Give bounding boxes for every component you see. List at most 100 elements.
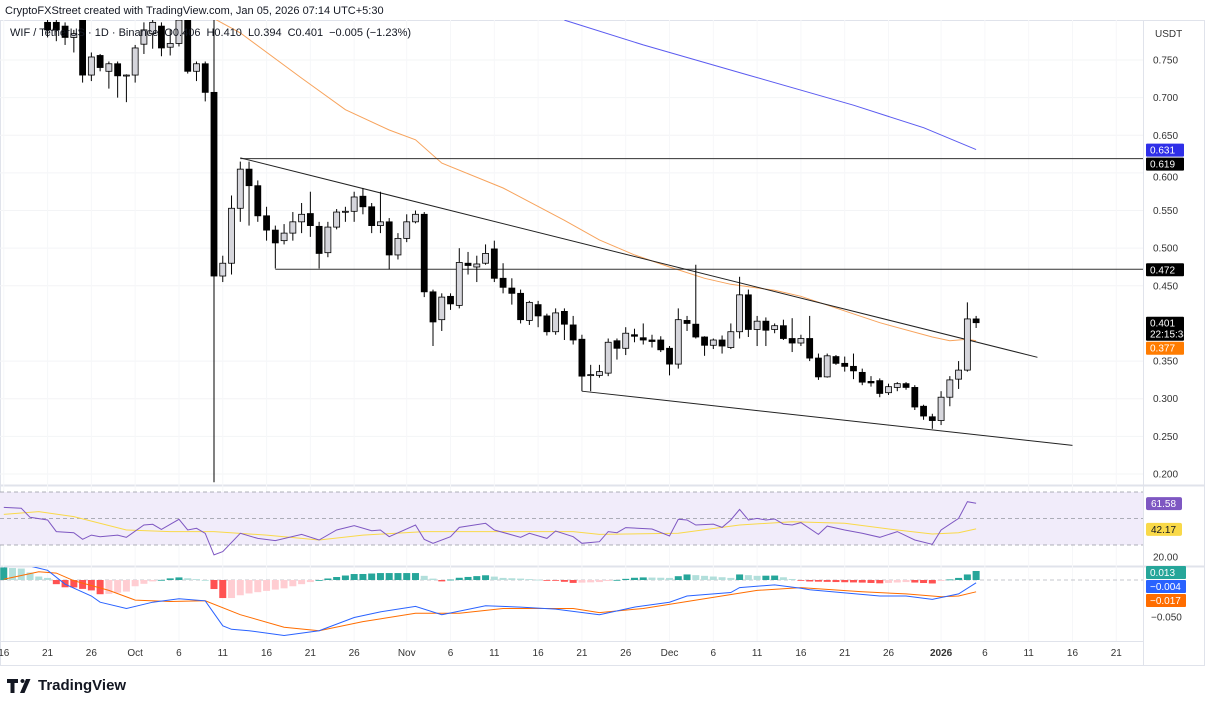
price-tag-label: 0.619: [1150, 160, 1175, 171]
candle: [385, 221, 393, 256]
macd-histogram-bar: [674, 576, 682, 580]
macd-histogram-bar: [771, 575, 779, 580]
macd-histogram-bar: [44, 577, 52, 580]
macd-histogram-bar: [271, 580, 279, 590]
macd-histogram-bar: [788, 578, 796, 580]
macd-histogram-bar: [525, 579, 533, 580]
price-change: −0.005 (−1.23%): [329, 27, 412, 39]
time-tick: 6: [448, 648, 454, 659]
candle: [140, 29, 148, 45]
price-tick: 0.200: [1153, 469, 1178, 480]
time-tick: 16: [1067, 648, 1079, 659]
macd-signal-label: −0.017: [1150, 596, 1181, 607]
macd-histogram-bar: [376, 573, 384, 580]
rsi-line: [3, 501, 977, 556]
macd-histogram-bar: [184, 578, 192, 580]
time-tick: 11: [489, 648, 500, 659]
macd-histogram-bar: [263, 580, 271, 591]
macd-histogram-bar: [315, 580, 323, 581]
ohlc-close: C0.401: [287, 27, 324, 39]
macd-histogram-bar: [473, 576, 481, 580]
rsi-pane[interactable]: [0, 491, 1143, 556]
time-tick: 11: [1023, 648, 1034, 659]
candle: [79, 20, 86, 76]
candle: [350, 196, 358, 212]
price-tick: 0.650: [1153, 131, 1178, 142]
moving-average-blue: [564, 20, 977, 151]
candle: [797, 338, 805, 344]
candle: [359, 195, 367, 208]
macd-histogram-bar: [333, 577, 341, 580]
candle: [543, 315, 551, 333]
candle: [736, 294, 743, 333]
macd-histogram-bar: [692, 575, 700, 580]
macd-histogram-bar: [630, 577, 638, 580]
candle: [210, 91, 218, 277]
candle: [368, 206, 376, 226]
time-axis[interactable]: 16 21 26 Oct 6 11 16 21 26 Nov 6 11 16 21 26 Dec 6 11 16 21…: [0, 648, 1122, 659]
macd-histogram-bar: [560, 580, 568, 582]
macd-histogram-bar: [534, 579, 542, 581]
candle: [482, 253, 489, 264]
macd-histogram-bar: [140, 580, 148, 584]
candle: [306, 213, 314, 226]
macd-histogram-bar: [718, 577, 726, 580]
macd-histogram-bar: [490, 576, 498, 580]
candle: [569, 324, 577, 341]
ohlc-high: H0.410: [206, 27, 242, 39]
candle: [429, 291, 437, 323]
macd-histogram-bar: [350, 574, 358, 580]
macd-histogram-bar: [920, 580, 928, 584]
price-tick: 0.750: [1153, 56, 1178, 67]
ohlc-open: O0.406: [164, 27, 201, 39]
macd-histogram-bar: [876, 580, 884, 584]
time-tick: 11: [752, 648, 763, 659]
macd-histogram-bar: [508, 578, 516, 580]
candle: [928, 416, 936, 421]
main-pane[interactable]: [44, 15, 1143, 483]
time-tick: 26: [86, 648, 98, 659]
candle: [674, 319, 682, 365]
candle: [201, 63, 209, 93]
candle: [727, 331, 735, 348]
macd-histogram-bar: [727, 577, 735, 580]
candle: [438, 296, 446, 321]
price-tick: 0.250: [1153, 432, 1178, 443]
macd-histogram-bar: [709, 576, 717, 580]
candle: [298, 213, 306, 223]
macd-histogram-bar: [832, 580, 840, 583]
macd-signal-tag: [1146, 594, 1186, 607]
macd-histogram-bar: [236, 580, 244, 596]
candle: [473, 263, 481, 268]
candle: [123, 74, 130, 77]
candle: [692, 323, 700, 338]
macd-pane[interactable]: [0, 564, 1143, 637]
tradingview-logo[interactable]: TradingView: [7, 677, 126, 694]
candle: [893, 383, 901, 388]
time-tick: 16: [795, 648, 807, 659]
candle: [946, 379, 954, 398]
macd-histogram-bar: [701, 575, 709, 580]
macd-histogram-bar: [17, 568, 25, 580]
candle: [902, 383, 910, 388]
macd-histogram-bar: [254, 580, 262, 593]
macd-histogram-bar: [79, 580, 87, 589]
candle: [666, 347, 673, 365]
candle: [771, 325, 779, 330]
candle: [70, 33, 78, 38]
macd-histogram-bar: [429, 578, 437, 580]
macd-histogram-bar: [359, 573, 367, 580]
macd-histogram-bar: [604, 580, 612, 582]
macd-histogram-bar: [341, 575, 349, 580]
candle: [228, 207, 235, 264]
candle: [87, 56, 95, 76]
candle: [455, 262, 463, 306]
macd-histogram-bar: [447, 579, 455, 581]
price-tick: 0.350: [1153, 357, 1178, 368]
macd-histogram-bar: [35, 576, 43, 580]
rsi-ma-tag: [1146, 522, 1182, 536]
symbol-name[interactable]: WIF / TetherUS · 1D · Binance: [10, 27, 159, 39]
time-tick: Nov: [398, 648, 416, 659]
